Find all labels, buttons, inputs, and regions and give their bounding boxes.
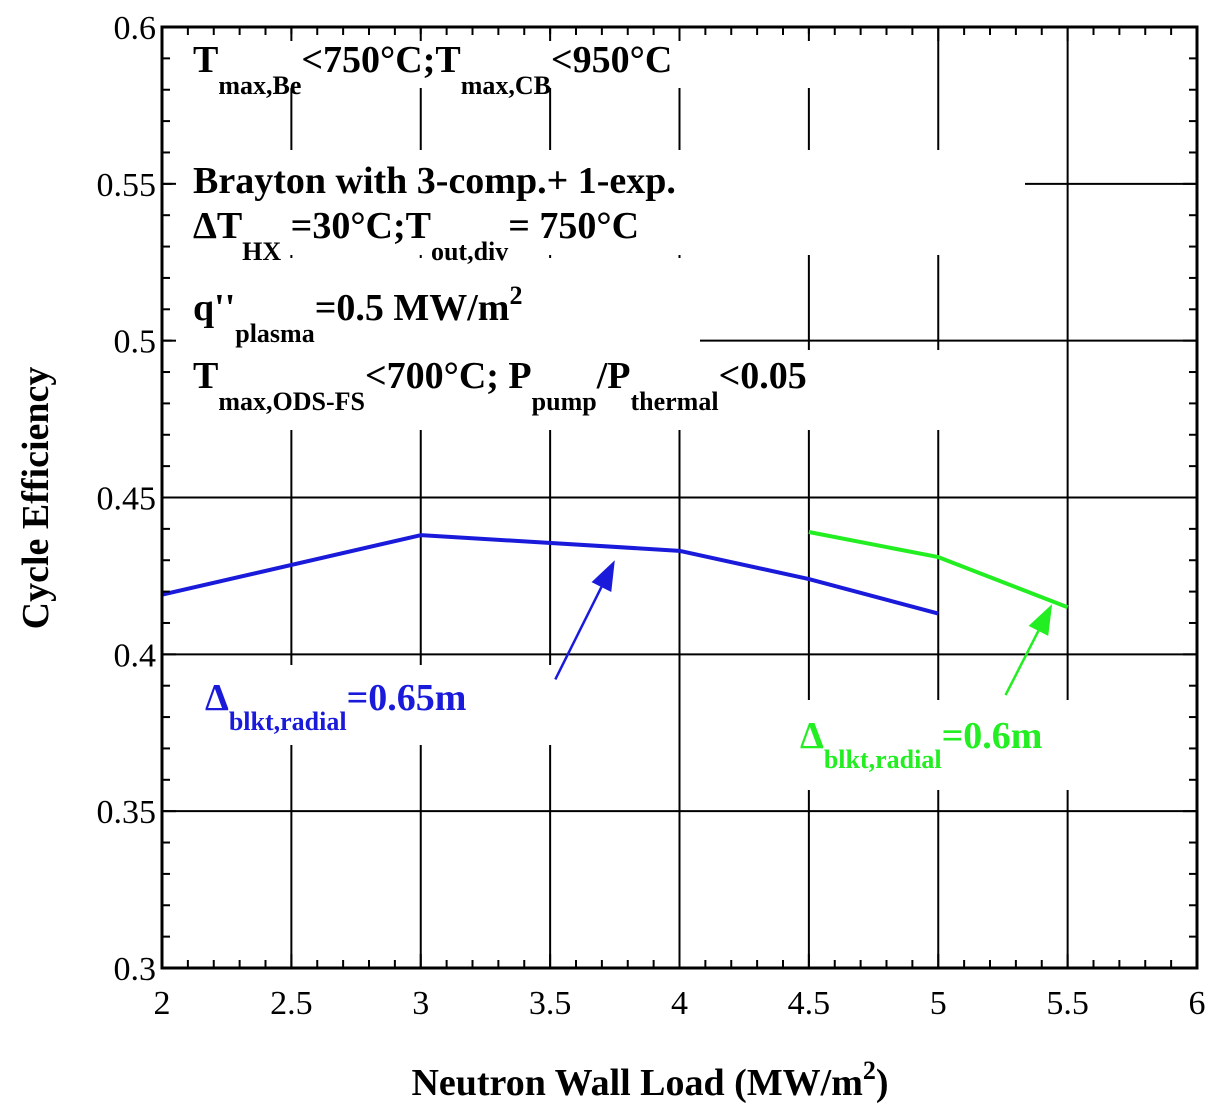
annotation-part: <700°C; P [365,355,532,397]
annotation-line-5: Tmax,ODS-FS<700°C; Ppump/Pthermal<0.05 [193,355,807,416]
annotation-part: =0.5 MW/m [315,287,510,329]
annotation-masks [172,34,1025,430]
annotation-part: T [193,39,218,81]
y-tick-label: 0.6 [114,10,157,47]
x-tick-label: 2.5 [270,985,313,1022]
y-tick-label: 0.45 [97,481,157,518]
series-label-part: =0.6m [942,715,1043,757]
annotation-part: out,div [431,237,508,266]
x-tick-label: 5 [930,985,947,1022]
x-ticks: 2 2.5 3 3.5 4 4.5 5 5.5 6 [154,27,1206,1022]
annotation-line-2: Brayton with 3-comp.+ 1-exp. [193,160,676,202]
annotation-backdrop [172,150,1025,255]
annotation-part: thermal [630,387,718,416]
y-tick-label: 0.4 [114,637,157,674]
annotation-line-3: ΔTHX =30°C;Tout,div= 750°C [193,205,639,266]
label-masks [200,665,1140,790]
annotation-backdrop [172,34,825,88]
series-arrows [554,560,1053,696]
annotation-part: = 750°C [508,205,639,247]
x-tick-label: 5.5 [1046,985,1089,1022]
y-tick-label: 0.35 [97,794,157,831]
series-label-part: =0.65m [347,677,467,719]
annotation-part: Brayton with 3-comp.+ 1-exp. [193,160,676,202]
annotation-part: 2 [509,281,522,310]
y-axis-title: Cycle Efficiency [15,367,57,630]
annotation-part: =30°C;T [281,205,431,247]
annotation-part: HX [242,237,281,266]
annotation-part: /P [596,355,631,397]
x-tick-label: 4 [671,985,688,1022]
annotation-part: pump [532,387,597,416]
x-tick-label: 2 [154,985,171,1022]
annotation-part: q'' [193,287,235,329]
x-tick-label: 3 [412,985,429,1022]
series-label-1: Δblkt,radial=0.65m [205,677,466,736]
annotation-part: max,ODS-FS [218,387,365,416]
series-label-part: blkt,radial [824,745,942,774]
arrow-shaft-1 [554,586,603,680]
x-tick-label: 4.5 [788,985,831,1022]
annotation-part: ΔT [193,205,242,247]
annotation-line-4: q''plasma=0.5 MW/m2 [193,281,522,348]
y-tick-label: 0.3 [114,951,157,988]
y-tick-label: 0.5 [114,324,157,361]
annotation-backdrop [172,258,700,355]
series-label-2: Δblkt,radial=0.6m [800,715,1042,774]
series-label-part: blkt,radial [229,707,347,736]
y-tick-label: 0.55 [97,167,157,204]
series-lines [161,530,1069,616]
x-tick-label: 3.5 [529,985,572,1022]
x-tick-label: 6 [1189,985,1206,1022]
annotation-part: <750°C;T [301,39,460,81]
arrow-shaft-2 [1004,630,1040,696]
series-label-backdrop [200,665,555,745]
annotation-part: <0.05 [719,355,807,397]
annotation-backdrop [172,350,1025,430]
y-ticks: 0.3 0.35 0.4 0.45 0.5 0.55 0.6 [97,10,1197,988]
annotation-part: T [193,355,218,397]
arrow-head-1 [591,560,615,592]
annotation-part: max,CB [461,71,551,100]
annotation-line-1: Tmax,Be<750°C;Tmax,CB<950°C [193,39,672,100]
arrow-head-2 [1028,604,1053,636]
annotation-part: plasma [235,319,314,348]
series-label-part: Δ [205,677,229,719]
x-axis-title: Neutron Wall Load (MW/m2) [411,1056,888,1104]
annotation-part: max,Be [218,71,301,100]
series-label-backdrop [795,700,1140,790]
series-label-part: Δ [800,715,824,757]
annotation-text: Tmax,Be<750°C;Tmax,CB<950°C Brayton with … [193,39,807,416]
annotation-part: <950°C [551,39,672,81]
